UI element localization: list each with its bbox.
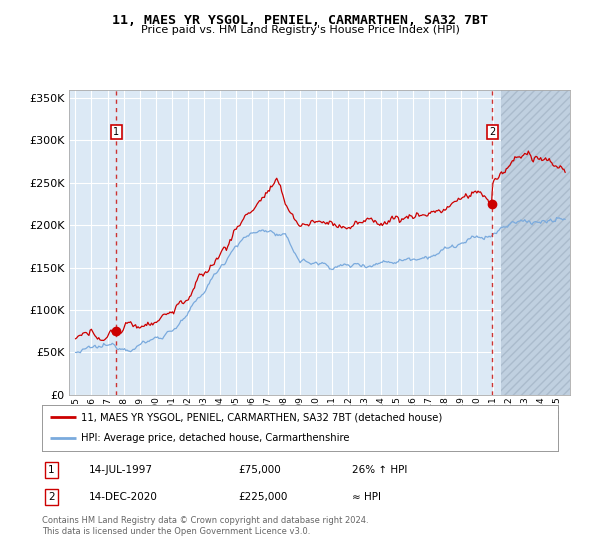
Text: HPI: Average price, detached house, Carmarthenshire: HPI: Average price, detached house, Carm… xyxy=(80,433,349,444)
Text: ≈ HPI: ≈ HPI xyxy=(352,492,380,502)
Text: Contains HM Land Registry data © Crown copyright and database right 2024.
This d: Contains HM Land Registry data © Crown c… xyxy=(42,516,368,536)
Text: 11, MAES YR YSGOL, PENIEL, CARMARTHEN, SA32 7BT (detached house): 11, MAES YR YSGOL, PENIEL, CARMARTHEN, S… xyxy=(80,412,442,422)
Text: 2: 2 xyxy=(489,127,495,137)
Text: 14-DEC-2020: 14-DEC-2020 xyxy=(88,492,157,502)
Text: 2: 2 xyxy=(48,492,55,502)
Text: 11, MAES YR YSGOL, PENIEL, CARMARTHEN, SA32 7BT: 11, MAES YR YSGOL, PENIEL, CARMARTHEN, S… xyxy=(112,14,488,27)
Text: £75,000: £75,000 xyxy=(238,465,281,475)
Text: 1: 1 xyxy=(48,465,55,475)
Text: 26% ↑ HPI: 26% ↑ HPI xyxy=(352,465,407,475)
Text: 14-JUL-1997: 14-JUL-1997 xyxy=(88,465,152,475)
Bar xyxy=(501,90,578,395)
Text: £225,000: £225,000 xyxy=(238,492,287,502)
Text: Price paid vs. HM Land Registry's House Price Index (HPI): Price paid vs. HM Land Registry's House … xyxy=(140,25,460,35)
Text: 1: 1 xyxy=(113,127,119,137)
